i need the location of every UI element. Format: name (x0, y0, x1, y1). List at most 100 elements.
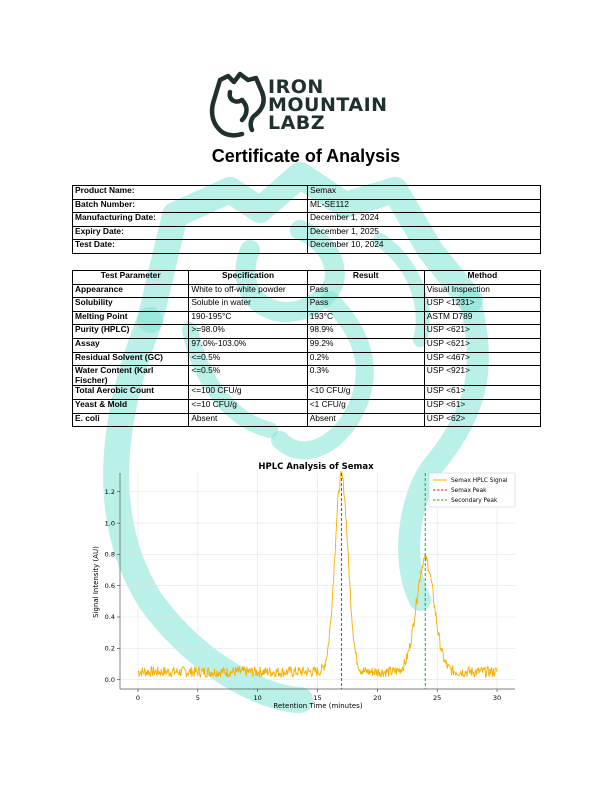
test-parameter: Water Content (Karl Fischer) (71, 365, 190, 387)
x-tick-label: 10 (254, 694, 262, 702)
table-row: Residual Solvent (GC) <=0.5% 0.2% USP <467> (71, 351, 542, 367)
test-result: 0.3% (306, 365, 425, 387)
info-value: ML-SE112 (307, 198, 541, 214)
test-spec: <=10 CFU/g (188, 398, 308, 414)
x-tick-label: 15 (313, 694, 321, 702)
table-row: Appearance White to off-white powder Pass V… (71, 283, 542, 299)
legend-label-signal: Semax HPLC Signal (451, 478, 508, 484)
chart-legend: Semax HPLC Signal Semax Peak Secondary P… (428, 472, 516, 508)
test-result: 0.2% (306, 351, 425, 367)
test-parameter: E. coli (71, 412, 190, 428)
test-result: Pass (306, 283, 425, 299)
test-parameter: Solubility (71, 297, 190, 312)
table-row: Solubility Soluble in water Pass USP <1231> (71, 297, 542, 312)
test-method: USP <61> (423, 385, 542, 400)
y-tick-label: 0.2 (105, 645, 115, 653)
table-row: E. coli Absent Absent USP <62> (71, 412, 542, 428)
test-result: 98.9% (306, 324, 425, 339)
test-parameter: Appearance (71, 283, 190, 299)
table-row: Melting Point 190-195°C 193°C ASTM D789 (71, 310, 542, 326)
table-header-row: Test Parameter Specification Result Meth… (71, 270, 542, 285)
x-tick-label: 0 (136, 694, 140, 702)
test-result: Pass (306, 297, 425, 312)
test-method: USP <621> (423, 324, 542, 339)
column-header: Specification (188, 270, 308, 285)
y-tick-label: 0.0 (105, 676, 115, 684)
y-tick-label: 1.2 (105, 488, 115, 496)
test-method: USP <1231> (423, 297, 542, 312)
info-value: Semax (307, 185, 541, 200)
info-label: Manufacturing Date: (72, 212, 308, 227)
x-tick-label: 20 (373, 694, 381, 702)
test-parameter: Residual Solvent (GC) (71, 351, 190, 367)
table-row: Batch Number: ML-SE112 (72, 198, 541, 214)
y-tick-label: 0.8 (105, 551, 115, 559)
info-label: Test Date: (72, 239, 308, 254)
y-axis-label: Signal Intensity (AU) (92, 546, 100, 618)
test-spec: White to off-white powder (188, 283, 308, 299)
info-label: Expiry Date: (72, 225, 308, 241)
company-logo: IRON MOUNTAIN LABZ (208, 70, 408, 138)
test-method: USP <61> (423, 398, 542, 414)
test-method: USP <62> (423, 412, 542, 428)
x-axis-label: Retention Time (minutes) (273, 702, 362, 710)
test-spec: <=0.5% (188, 351, 308, 367)
test-result: <1 CFU/g (306, 398, 425, 414)
info-value: December 10, 2024 (307, 239, 541, 254)
test-results-table: Test Parameter Specification Result Meth… (71, 270, 542, 428)
mountain-head-icon (209, 71, 266, 138)
chart-title: HPLC Analysis of Semax (258, 462, 374, 472)
table-row: Expiry Date: December 1, 2025 (72, 225, 541, 241)
table-row: Manufacturing Date: December 1, 2024 (72, 212, 541, 227)
table-row: Test Date: December 10, 2024 (72, 239, 541, 254)
test-result: Absent (306, 412, 425, 428)
x-tick-label: 30 (493, 694, 501, 702)
test-spec: <=0.5% (188, 365, 308, 387)
logo-line-mountain: MOUNTAIN (268, 94, 388, 116)
table-row: Purity (HPLC) >=98.0% 98.9% USP <621> (71, 324, 542, 339)
logo-line-labz: LABZ (268, 112, 326, 134)
test-parameter: Melting Point (71, 310, 190, 326)
test-parameter: Assay (71, 337, 190, 353)
test-result: <10 CFU/g (306, 385, 425, 400)
x-tick-label: 5 (196, 694, 200, 702)
table-row: Water Content (Karl Fischer) <=0.5% 0.3% US… (71, 365, 542, 387)
table-row: Yeast & Mold <=10 CFU/g <1 CFU/g USP <61> (71, 398, 542, 414)
y-tick-label: 0.4 (105, 613, 115, 621)
logo-line-iron: IRON (268, 76, 324, 98)
test-method: USP <621> (423, 337, 542, 353)
test-spec: 97.0%-103.0% (188, 337, 308, 353)
test-result: 193°C (306, 310, 425, 326)
test-spec: Soluble in water (188, 297, 308, 312)
test-method: ASTM D789 (423, 310, 542, 326)
test-method: Visual Inspection (423, 283, 542, 299)
hplc-chart: HPLC Analysis of Semax 0 5 10 15 20 25 30 0.0 0.… (92, 462, 516, 710)
column-header: Result (306, 270, 425, 285)
column-header: Method (423, 270, 542, 285)
test-parameter: Total Aerobic Count (71, 385, 190, 400)
y-tick-label: 0.6 (105, 582, 115, 590)
document-title: Certificate of Analysis (211, 146, 401, 166)
info-value: December 1, 2025 (307, 225, 541, 241)
test-result: 99.2% (306, 337, 425, 353)
info-label: Product Name: (72, 185, 308, 200)
test-method: USP <467> (423, 351, 542, 367)
column-header: Test Parameter (71, 270, 190, 285)
table-row: Assay 97.0%-103.0% 99.2% USP <621> (71, 337, 542, 353)
test-spec: <=100 CFU/g (188, 385, 308, 400)
test-parameter: Yeast & Mold (71, 398, 190, 414)
y-tick-label: 1.0 (105, 519, 115, 527)
test-spec: Absent (188, 412, 308, 428)
info-value: December 1, 2024 (307, 212, 541, 227)
info-label: Batch Number: (72, 198, 308, 214)
logo-wordmark: IRON MOUNTAIN LABZ (268, 76, 388, 134)
legend-label-secondary-peak: Secondary Peak (451, 498, 498, 504)
table-row: Total Aerobic Count <=100 CFU/g <10 CFU/g U… (71, 385, 542, 400)
test-spec: 190-195°C (188, 310, 308, 326)
legend-label-semax-peak: Semax Peak (451, 488, 487, 494)
product-info-table: Product Name: Semax Batch Number: ML-SE112… (72, 185, 541, 254)
test-spec: >=98.0% (188, 324, 308, 339)
table-row: Product Name: Semax (72, 185, 541, 200)
x-tick-label: 25 (433, 694, 441, 702)
test-parameter: Purity (HPLC) (71, 324, 190, 339)
